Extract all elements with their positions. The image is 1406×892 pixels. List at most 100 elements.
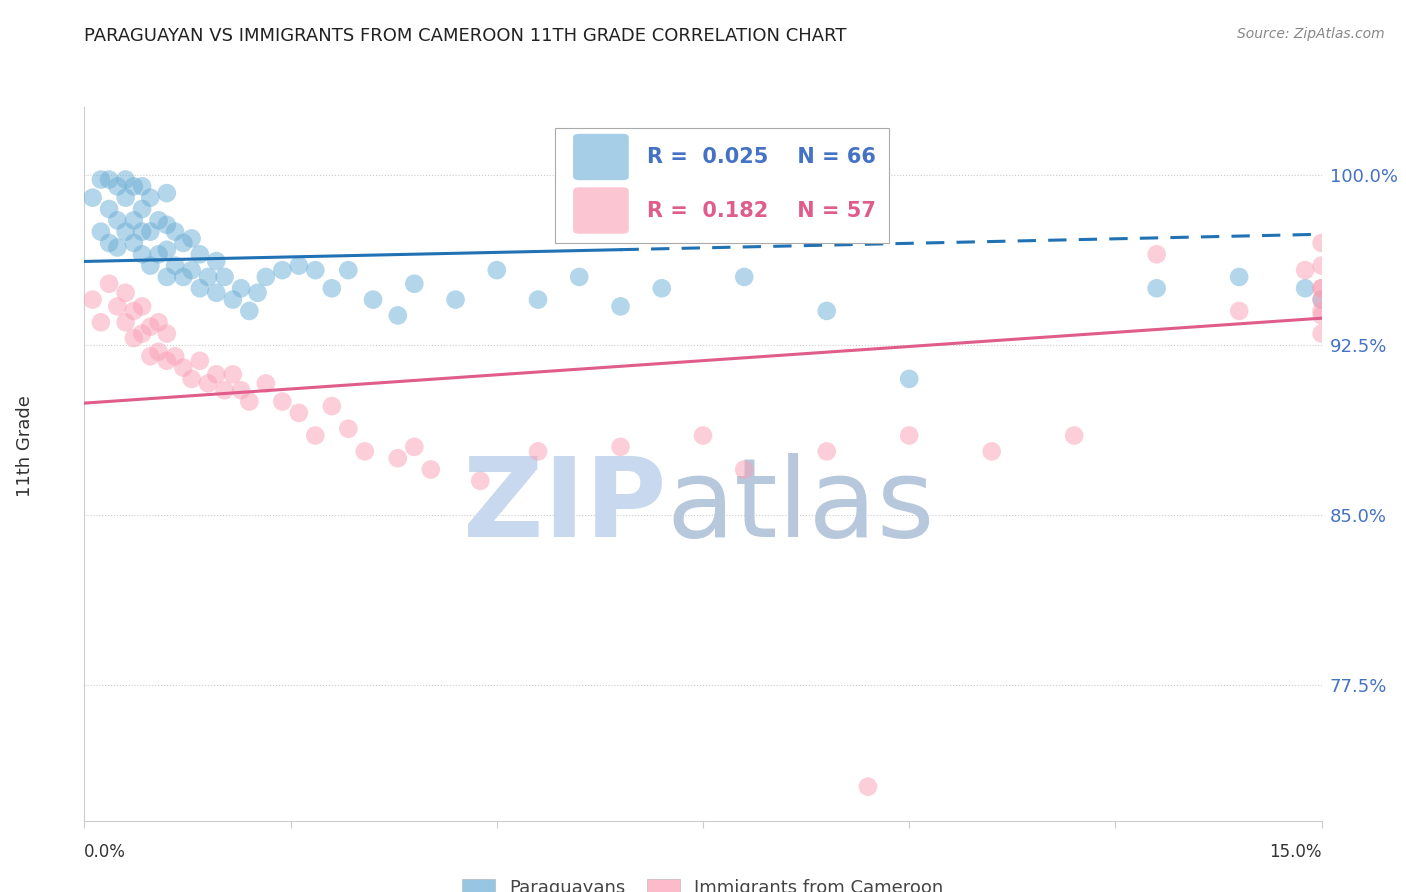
- Point: [156, 186, 179, 201]
- Point: [139, 349, 162, 363]
- Point: [188, 247, 211, 261]
- Point: [98, 277, 121, 291]
- Point: [304, 263, 326, 277]
- Point: [105, 299, 128, 313]
- Point: [148, 247, 170, 261]
- Text: ZIP: ZIP: [463, 453, 666, 560]
- Point: [172, 269, 194, 284]
- Point: [156, 243, 179, 257]
- Point: [246, 285, 269, 300]
- Point: [271, 394, 294, 409]
- Point: [1310, 281, 1333, 295]
- Point: [288, 259, 311, 273]
- Point: [156, 353, 179, 368]
- Point: [898, 372, 921, 386]
- Point: [114, 315, 136, 329]
- Point: [172, 360, 194, 375]
- Point: [122, 331, 145, 345]
- Point: [1310, 281, 1333, 295]
- Point: [1227, 304, 1250, 318]
- Point: [188, 353, 211, 368]
- Point: [304, 428, 326, 442]
- FancyBboxPatch shape: [574, 134, 628, 180]
- Point: [148, 344, 170, 359]
- Point: [361, 293, 384, 307]
- Point: [180, 231, 202, 245]
- Point: [254, 376, 277, 391]
- Point: [98, 235, 121, 250]
- Point: [321, 281, 343, 295]
- Point: [1063, 428, 1085, 442]
- Point: [1310, 293, 1333, 307]
- Point: [229, 383, 252, 397]
- Text: PARAGUAYAN VS IMMIGRANTS FROM CAMEROON 11TH GRADE CORRELATION CHART: PARAGUAYAN VS IMMIGRANTS FROM CAMEROON 1…: [84, 27, 846, 45]
- Point: [387, 309, 409, 323]
- Point: [856, 780, 879, 794]
- Point: [609, 299, 631, 313]
- Point: [131, 299, 153, 313]
- Point: [353, 444, 375, 458]
- Text: atlas: atlas: [666, 453, 935, 560]
- Point: [139, 225, 162, 239]
- Point: [271, 263, 294, 277]
- Point: [229, 281, 252, 295]
- Point: [1294, 263, 1316, 277]
- Point: [404, 277, 426, 291]
- Point: [148, 213, 170, 227]
- Point: [148, 315, 170, 329]
- Point: [156, 269, 179, 284]
- Point: [222, 293, 245, 307]
- Point: [288, 406, 311, 420]
- Point: [165, 259, 187, 273]
- Point: [1294, 281, 1316, 295]
- Point: [337, 422, 360, 436]
- Point: [105, 179, 128, 194]
- Point: [238, 304, 260, 318]
- Text: R =  0.182    N = 57: R = 0.182 N = 57: [647, 201, 876, 220]
- Point: [98, 202, 121, 216]
- Point: [180, 372, 202, 386]
- Point: [1310, 235, 1333, 250]
- Point: [527, 293, 550, 307]
- Point: [609, 440, 631, 454]
- Point: [692, 428, 714, 442]
- Point: [444, 293, 467, 307]
- Point: [197, 269, 219, 284]
- Point: [214, 269, 236, 284]
- Point: [122, 235, 145, 250]
- Point: [238, 394, 260, 409]
- Point: [205, 285, 228, 300]
- Point: [321, 399, 343, 413]
- Point: [122, 179, 145, 194]
- Point: [197, 376, 219, 391]
- Point: [82, 191, 104, 205]
- Point: [114, 191, 136, 205]
- Point: [568, 269, 591, 284]
- Point: [131, 202, 153, 216]
- Point: [1310, 259, 1333, 273]
- Point: [815, 444, 838, 458]
- Point: [122, 213, 145, 227]
- Point: [139, 259, 162, 273]
- Point: [98, 172, 121, 186]
- Point: [105, 240, 128, 254]
- Point: [419, 462, 441, 476]
- Point: [156, 218, 179, 232]
- Point: [980, 444, 1002, 458]
- Point: [180, 263, 202, 277]
- Point: [733, 269, 755, 284]
- Point: [165, 225, 187, 239]
- Point: [156, 326, 179, 341]
- Point: [733, 462, 755, 476]
- Point: [90, 172, 112, 186]
- Text: 0.0%: 0.0%: [84, 843, 127, 861]
- Point: [1227, 269, 1250, 284]
- Point: [90, 315, 112, 329]
- Point: [815, 304, 838, 318]
- FancyBboxPatch shape: [574, 187, 628, 234]
- Point: [651, 281, 673, 295]
- Text: 11th Grade: 11th Grade: [17, 395, 34, 497]
- Point: [485, 263, 508, 277]
- Point: [165, 349, 187, 363]
- Point: [205, 368, 228, 382]
